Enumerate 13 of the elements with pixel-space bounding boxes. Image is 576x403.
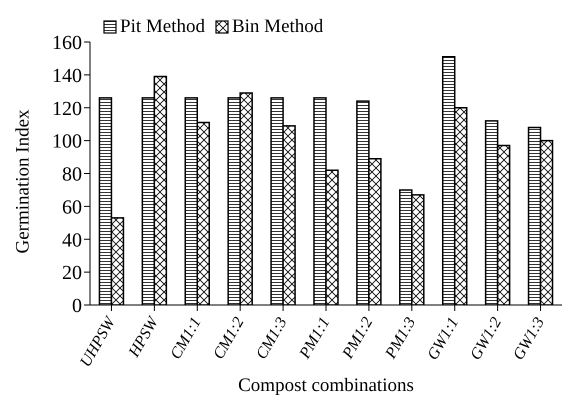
y-tick-label: 80 — [62, 164, 82, 186]
y-tick-label: 60 — [62, 196, 82, 218]
y-tick-label: 120 — [52, 98, 82, 120]
y-axis-title: Germination Index — [12, 108, 34, 254]
y-tick-label: 140 — [52, 64, 82, 87]
y-tick-label: 100 — [52, 130, 82, 153]
legend-label: Bin Method — [230, 16, 324, 38]
y-tick-label: 20 — [62, 262, 82, 284]
y-tick-label: 0 — [72, 295, 82, 318]
y-tick-label: 40 — [62, 229, 82, 252]
y-tick-label: 160 — [52, 32, 82, 54]
x-axis-title: Compost combinations — [238, 375, 414, 396]
legend-label: Pit Method — [119, 16, 205, 38]
